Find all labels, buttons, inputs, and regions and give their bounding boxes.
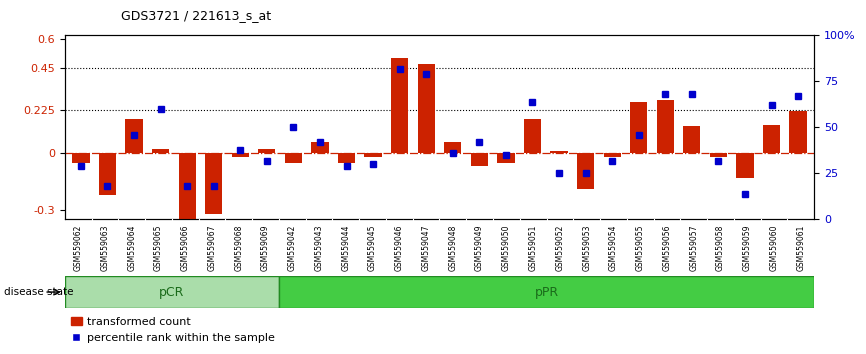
Bar bbox=[630, 102, 648, 153]
Text: GSM559068: GSM559068 bbox=[235, 224, 243, 271]
Bar bbox=[497, 153, 514, 162]
Text: GSM559049: GSM559049 bbox=[475, 224, 484, 271]
Text: GSM559057: GSM559057 bbox=[689, 224, 698, 271]
Text: GSM559042: GSM559042 bbox=[288, 224, 297, 271]
Text: GSM559058: GSM559058 bbox=[716, 224, 725, 271]
Text: GSM559066: GSM559066 bbox=[181, 224, 190, 271]
Text: GSM559064: GSM559064 bbox=[127, 224, 136, 271]
Text: GSM559069: GSM559069 bbox=[262, 224, 270, 271]
Bar bbox=[126, 119, 143, 153]
Text: GSM559046: GSM559046 bbox=[395, 224, 404, 271]
Text: GSM559044: GSM559044 bbox=[341, 224, 351, 271]
Bar bbox=[790, 111, 807, 153]
Bar bbox=[391, 58, 408, 153]
Bar bbox=[577, 153, 594, 189]
Bar bbox=[152, 149, 169, 153]
Text: GSM559055: GSM559055 bbox=[636, 224, 644, 271]
Bar bbox=[444, 142, 462, 153]
Bar bbox=[311, 142, 328, 153]
Bar bbox=[656, 100, 674, 153]
Bar bbox=[205, 153, 223, 214]
Text: GSM559065: GSM559065 bbox=[154, 224, 163, 271]
FancyBboxPatch shape bbox=[279, 276, 814, 308]
Text: GDS3721 / 221613_s_at: GDS3721 / 221613_s_at bbox=[121, 9, 271, 22]
Text: GSM559047: GSM559047 bbox=[422, 224, 430, 271]
Text: GSM559051: GSM559051 bbox=[528, 224, 538, 271]
Bar bbox=[604, 153, 621, 157]
Bar bbox=[72, 153, 89, 162]
Bar bbox=[285, 153, 302, 162]
Bar bbox=[338, 153, 355, 162]
Bar bbox=[524, 119, 541, 153]
Bar bbox=[710, 153, 727, 157]
Bar bbox=[178, 153, 196, 219]
Bar bbox=[471, 153, 488, 166]
Text: GSM559059: GSM559059 bbox=[743, 224, 752, 271]
Text: pCR: pCR bbox=[159, 286, 184, 298]
Text: GSM559062: GSM559062 bbox=[74, 224, 83, 271]
Bar bbox=[736, 153, 753, 178]
Bar bbox=[551, 151, 568, 153]
Text: GSM559052: GSM559052 bbox=[555, 224, 565, 271]
Bar bbox=[258, 149, 275, 153]
Text: GSM559054: GSM559054 bbox=[609, 224, 617, 271]
Bar bbox=[231, 153, 249, 157]
Bar bbox=[683, 126, 701, 153]
Text: GSM559045: GSM559045 bbox=[368, 224, 377, 271]
Bar bbox=[417, 64, 435, 153]
Bar bbox=[365, 153, 382, 157]
Legend: transformed count, percentile rank within the sample: transformed count, percentile rank withi… bbox=[70, 317, 275, 343]
Text: GSM559061: GSM559061 bbox=[796, 224, 805, 271]
FancyBboxPatch shape bbox=[65, 276, 279, 308]
Text: GSM559048: GSM559048 bbox=[449, 224, 457, 271]
Text: GSM559050: GSM559050 bbox=[502, 224, 511, 271]
Text: GSM559043: GSM559043 bbox=[314, 224, 324, 271]
Text: GSM559067: GSM559067 bbox=[208, 224, 216, 271]
Text: GSM559063: GSM559063 bbox=[100, 224, 110, 271]
Bar bbox=[99, 153, 116, 195]
Text: disease state: disease state bbox=[4, 287, 74, 297]
Text: GSM559056: GSM559056 bbox=[662, 224, 671, 271]
Text: pPR: pPR bbox=[534, 286, 559, 298]
Text: GSM559060: GSM559060 bbox=[769, 224, 779, 271]
Text: GSM559053: GSM559053 bbox=[582, 224, 591, 271]
Bar bbox=[763, 125, 780, 153]
